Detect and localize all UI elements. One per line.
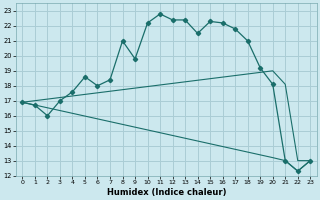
X-axis label: Humidex (Indice chaleur): Humidex (Indice chaleur)	[107, 188, 226, 197]
